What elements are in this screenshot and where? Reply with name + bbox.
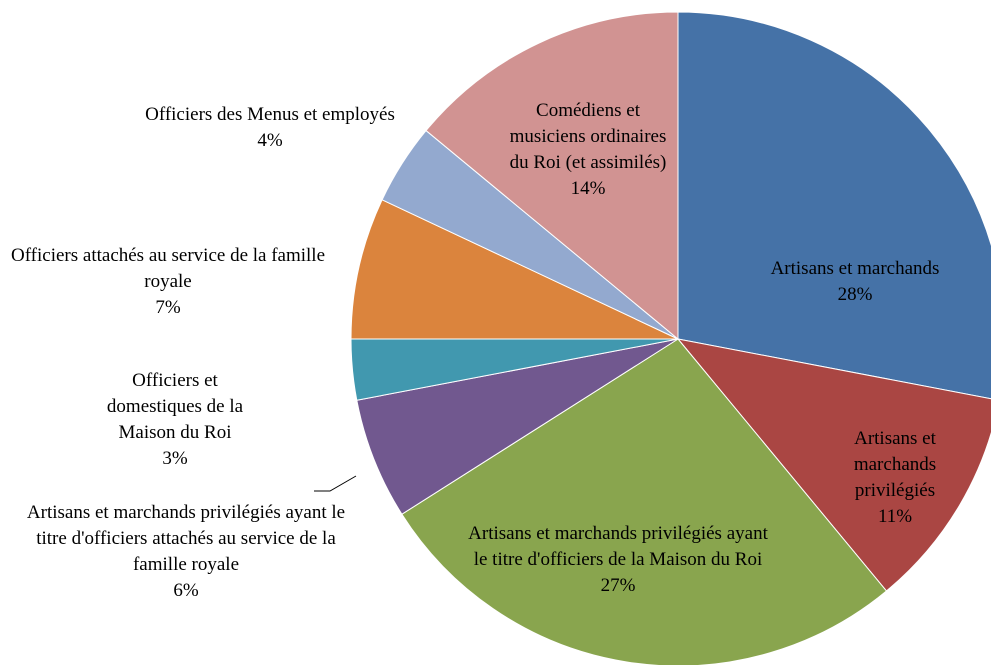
- slice-label: Artisans et marchands privilégiés 11%: [830, 426, 960, 530]
- pie-slice: [677, 11, 991, 400]
- value-label: 4%: [257, 130, 283, 151]
- value-label: 6%: [173, 580, 199, 601]
- value-label: 28%: [837, 284, 873, 305]
- category-label: Artisans et marchands privilégiés ayant …: [468, 523, 768, 570]
- pie-slice: [425, 11, 679, 341]
- pie-slice: [356, 338, 679, 515]
- category-label: Artisans et marchands privilégiés: [853, 428, 937, 501]
- slice-label: Artisans et marchands privilégiés ayant …: [463, 521, 773, 599]
- value-label: 7%: [155, 297, 181, 318]
- category-label: Artisans et marchands: [770, 258, 940, 279]
- value-label: 27%: [600, 575, 636, 596]
- pie-slice: [350, 199, 679, 340]
- slice-label: Officiers attachés au service de la fami…: [11, 243, 326, 321]
- value-label: 14%: [570, 178, 606, 199]
- category-label: Officiers attachés au service de la fami…: [10, 245, 326, 292]
- value-label: 3%: [162, 448, 188, 469]
- slice-label: Officiers des Menus et employés 4%: [145, 102, 395, 154]
- category-label: Officiers et domestiques de la Maison du…: [106, 370, 244, 443]
- slice-label: Comédiens et musiciens ordinaires du Roi…: [498, 98, 678, 202]
- value-label: 11%: [877, 506, 913, 527]
- slice-label: Artisans et marchands 28%: [730, 256, 980, 308]
- category-label: Officiers des Menus et employés: [145, 104, 395, 125]
- category-label: Artisans et marchands privilégiés ayant …: [26, 502, 346, 575]
- pie-slice: [401, 338, 888, 665]
- leader-line: [314, 475, 357, 492]
- pie-slice: [676, 338, 991, 592]
- slice-label: Artisans et marchands privilégiés ayant …: [26, 500, 346, 604]
- category-label: Comédiens et musiciens ordinaires du Roi…: [509, 100, 667, 173]
- slice-label: Officiers et domestiques de la Maison du…: [85, 368, 265, 472]
